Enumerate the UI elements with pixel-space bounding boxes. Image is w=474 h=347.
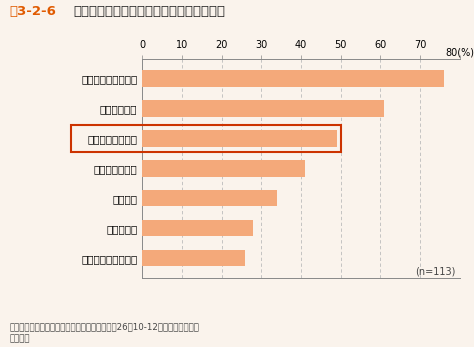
- Text: (n=113): (n=113): [415, 267, 456, 277]
- Bar: [142, 70, 444, 87]
- Bar: [142, 190, 277, 206]
- Bar: [142, 130, 337, 146]
- Bar: [142, 220, 253, 236]
- Bar: [142, 160, 305, 177]
- Text: 外国人観光客が訪日前に期待していたこと: 外国人観光客が訪日前に期待していたこと: [73, 5, 226, 18]
- Bar: [71, 125, 341, 152]
- Text: 80(%): 80(%): [445, 48, 474, 58]
- Bar: [142, 250, 246, 266]
- Bar: [142, 100, 384, 117]
- Text: 図3-2-6: 図3-2-6: [9, 5, 56, 18]
- Text: 資料：観光庁「訪日外国人消費動向調査（平成26年10-12月報告書）」より
　　作成: 資料：観光庁「訪日外国人消費動向調査（平成26年10-12月報告書）」より 作成: [9, 323, 200, 344]
